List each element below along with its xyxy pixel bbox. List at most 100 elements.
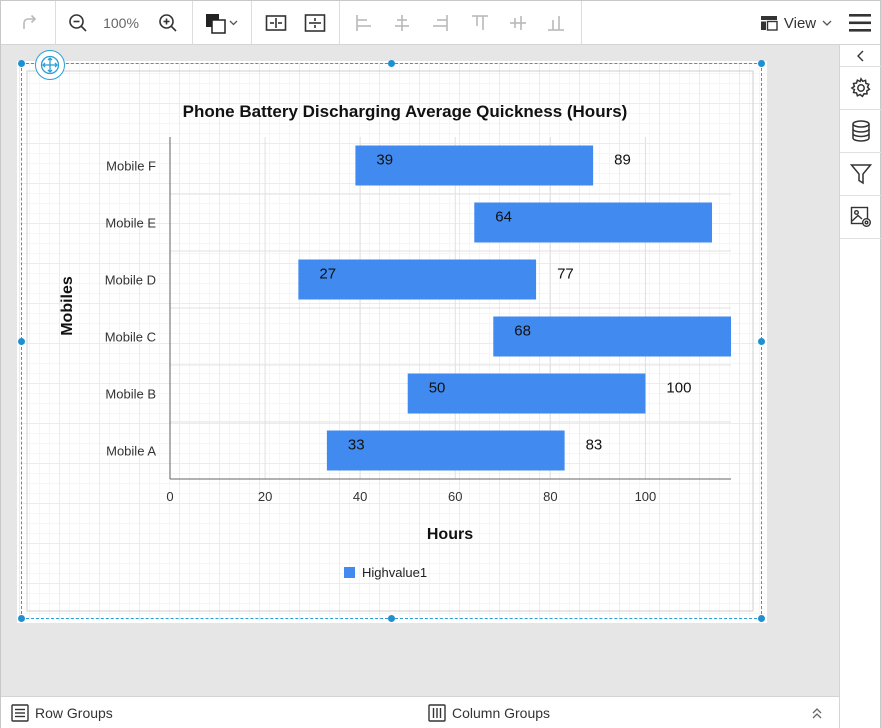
x-axis-title: Hours bbox=[427, 526, 473, 543]
selection-frame[interactable] bbox=[21, 63, 762, 619]
database-icon bbox=[851, 120, 870, 142]
bar-high-label: 100 bbox=[666, 380, 691, 397]
toolbar: 100% bbox=[1, 1, 880, 45]
filter-icon bbox=[849, 164, 872, 185]
row-groups-icon bbox=[11, 704, 29, 722]
center-horizontally-button[interactable] bbox=[261, 8, 291, 38]
toolbar-separator bbox=[339, 1, 340, 45]
chart[interactable]: 33 83 50 100 68 27 77 64 39 89 Mobile A Mobile B Mo… bbox=[17, 61, 767, 623]
bar-mobile-b bbox=[407, 373, 646, 414]
zoom-in-icon bbox=[159, 14, 177, 32]
resize-handle-right[interactable] bbox=[758, 338, 765, 345]
align-top-icon bbox=[472, 15, 488, 30]
resize-handle-top-right[interactable] bbox=[758, 60, 765, 67]
align-right-button[interactable] bbox=[427, 8, 453, 38]
resize-handle-top[interactable] bbox=[388, 60, 395, 67]
align-left-icon bbox=[356, 15, 371, 31]
legend-swatch bbox=[344, 567, 355, 578]
center-horizontal-icon bbox=[265, 15, 287, 31]
bar-low-label: 50 bbox=[429, 380, 446, 397]
zoom-out-icon bbox=[69, 14, 87, 32]
resize-handle-bottom-left[interactable] bbox=[18, 615, 25, 622]
filter-button[interactable] bbox=[840, 153, 881, 196]
toolbar-separator bbox=[55, 1, 56, 45]
bar-low-label: 39 bbox=[376, 152, 393, 169]
main-menu-button[interactable] bbox=[845, 8, 875, 38]
center-vertically-button[interactable] bbox=[300, 8, 330, 38]
gear-icon bbox=[850, 77, 871, 98]
data-button[interactable] bbox=[840, 110, 881, 153]
properties-button[interactable] bbox=[840, 67, 881, 110]
column-groups-icon bbox=[428, 704, 446, 722]
move-handle[interactable] bbox=[35, 50, 65, 80]
resize-handle-bottom-right[interactable] bbox=[758, 615, 765, 622]
bar-mobile-e bbox=[474, 202, 712, 243]
chart-border bbox=[26, 70, 754, 612]
resize-handle-left[interactable] bbox=[18, 338, 25, 345]
x-tick-label: 40 bbox=[353, 489, 367, 504]
legend-label: Highvalue1 bbox=[362, 565, 427, 580]
resize-handle-top-left[interactable] bbox=[18, 60, 25, 67]
zoom-in-button[interactable] bbox=[153, 8, 183, 38]
center-vertical-icon bbox=[304, 14, 326, 32]
y-tick-label: Mobile E bbox=[105, 216, 156, 231]
x-tick-label: 60 bbox=[448, 489, 462, 504]
bar-mobile-a bbox=[326, 430, 565, 471]
y-axis-title: Mobiles bbox=[59, 276, 76, 336]
report-body: 33 83 50 100 68 27 77 64 39 89 Mobile A Mobile B Mo… bbox=[17, 61, 767, 623]
redo-button[interactable] bbox=[15, 8, 43, 38]
align-bottom-button[interactable] bbox=[543, 8, 569, 38]
bar-mobile-f bbox=[355, 145, 594, 186]
bar-high-label: 77 bbox=[557, 266, 574, 283]
bar-mobile-c bbox=[493, 316, 731, 357]
bar-low-label: 27 bbox=[319, 266, 336, 283]
row-groups-label: Row Groups bbox=[35, 705, 113, 721]
view-dropdown-button[interactable]: View bbox=[757, 8, 835, 38]
view-label: View bbox=[783, 14, 817, 32]
zoom-level[interactable]: 100% bbox=[103, 15, 139, 31]
toolbar-separator bbox=[251, 1, 252, 45]
bar-low-label: 33 bbox=[348, 437, 365, 454]
y-tick-label: Mobile B bbox=[105, 387, 156, 402]
image-manager-button[interactable] bbox=[840, 196, 881, 239]
y-tick-label: Mobile A bbox=[106, 444, 156, 459]
order-dropdown-button[interactable] bbox=[201, 8, 241, 38]
bring-to-front-icon bbox=[206, 14, 238, 34]
toolbar-separator bbox=[581, 1, 582, 45]
column-groups-label: Column Groups bbox=[452, 705, 551, 721]
bar-low-label: 68 bbox=[514, 323, 531, 340]
grouping-bar: Row Groups Column Groups bbox=[1, 696, 839, 728]
x-tick-label: 80 bbox=[543, 489, 557, 504]
align-middle-icon bbox=[510, 16, 526, 30]
align-right-icon bbox=[433, 15, 448, 31]
align-top-button[interactable] bbox=[467, 8, 493, 38]
design-canvas: 33 83 50 100 68 27 77 64 39 89 Mobile A Mobile B Mo… bbox=[1, 45, 839, 696]
align-left-button[interactable] bbox=[351, 8, 377, 38]
resize-handle-bottom[interactable] bbox=[388, 615, 395, 622]
hamburger-menu-icon bbox=[849, 14, 871, 32]
y-tick-label: Mobile D bbox=[105, 273, 156, 288]
x-tick-label: 20 bbox=[258, 489, 272, 504]
column-groups-toggle[interactable]: Column Groups bbox=[428, 697, 550, 728]
bar-low-label: 64 bbox=[495, 209, 512, 226]
align-center-icon bbox=[395, 15, 409, 31]
toolbar-separator bbox=[192, 1, 193, 45]
move-icon bbox=[40, 55, 60, 75]
row-groups-toggle[interactable]: Row Groups bbox=[11, 697, 113, 728]
properties-side-panel bbox=[839, 45, 881, 728]
bar-mobile-d bbox=[298, 259, 537, 300]
x-tick-label: 100 bbox=[635, 489, 657, 504]
zoom-out-button[interactable] bbox=[63, 8, 93, 38]
view-icon bbox=[760, 16, 778, 31]
chevron-down-icon bbox=[822, 20, 832, 26]
collapse-panel-button[interactable] bbox=[840, 45, 881, 67]
chart-title: Phone Battery Discharging Average Quickn… bbox=[183, 102, 628, 121]
expand-grouping-button[interactable] bbox=[811, 697, 823, 728]
align-middle-button[interactable] bbox=[505, 8, 531, 38]
redo-icon bbox=[23, 14, 37, 29]
chevron-left-icon bbox=[856, 50, 863, 61]
align-center-button[interactable] bbox=[389, 8, 415, 38]
x-tick-label: 0 bbox=[166, 489, 173, 504]
image-settings-icon bbox=[850, 206, 871, 227]
